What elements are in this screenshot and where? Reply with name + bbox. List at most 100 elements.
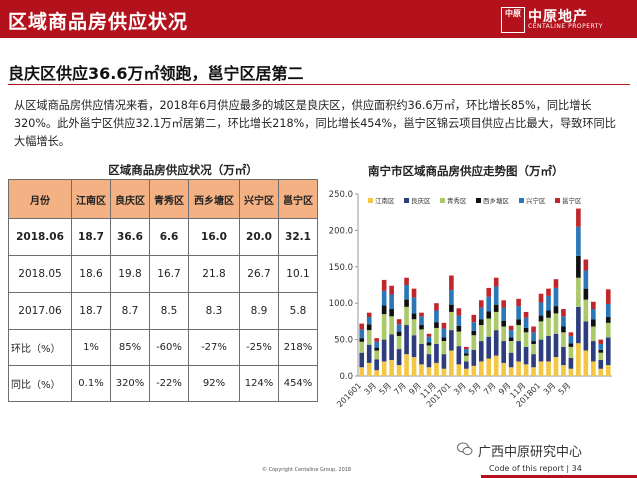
bar-segment xyxy=(396,365,402,376)
table-cell: 2018.06 xyxy=(8,218,72,256)
col-header-yongning: 邕宁区 xyxy=(278,179,318,219)
bar-segment xyxy=(546,310,551,318)
x-tick-label: 7月 xyxy=(482,381,498,397)
bar-segment xyxy=(538,293,544,303)
table-cell: -27% xyxy=(188,329,240,366)
bar-segment xyxy=(374,347,379,351)
bar-segment xyxy=(478,319,484,326)
bar-segment xyxy=(568,346,574,358)
table-cell: 454% xyxy=(278,365,318,402)
y-tick-label: 50.0 xyxy=(334,336,353,346)
table-cell: 6.6 xyxy=(149,218,189,256)
bar-segment xyxy=(523,346,529,365)
bar-segment xyxy=(486,296,492,312)
bar-segment xyxy=(531,354,536,368)
footer-page-code: Code of this report | 34 xyxy=(489,464,582,473)
page-title: 区域商品房供应状况 xyxy=(8,11,189,33)
bar-segment xyxy=(359,323,365,330)
x-tick-label: 5月 xyxy=(467,381,483,397)
bar-segment xyxy=(426,367,432,376)
table-cell: 10.1 xyxy=(278,255,318,293)
bar-segment xyxy=(538,315,544,322)
bar-segment xyxy=(449,330,454,351)
y-tick-label: 150.0 xyxy=(329,263,353,273)
table-cell: 16.7 xyxy=(149,255,189,293)
supply-table: 月份 江南区 良庆区 青秀区 西乡塘区 兴宁区 邕宁区 2018.06 18.7… xyxy=(8,179,318,402)
bar-segment xyxy=(381,290,387,306)
bar-segment xyxy=(605,322,611,338)
bar-segment xyxy=(359,338,365,342)
table-cell: 1% xyxy=(71,329,111,366)
y-tick-label: 100.0 xyxy=(329,299,353,309)
bar-segment xyxy=(493,355,499,376)
bar-segment xyxy=(501,362,506,376)
bar-segment xyxy=(434,322,439,328)
bar-segment xyxy=(366,317,372,325)
bar-segment xyxy=(464,368,469,376)
bar-segment xyxy=(523,364,529,376)
table-cell: 218% xyxy=(278,329,318,366)
x-tick-label: 7月 xyxy=(392,381,408,397)
x-tick-label: 201601 xyxy=(335,381,363,409)
table-cell: 20.0 xyxy=(239,218,279,256)
legend-label: 良庆区 xyxy=(411,196,431,205)
bar-segment xyxy=(493,304,499,312)
bar-segment xyxy=(389,334,394,360)
bar-segment xyxy=(456,364,462,376)
bar-segment xyxy=(546,361,551,376)
bar-segment xyxy=(583,270,589,289)
bar-segment xyxy=(396,335,402,350)
bar-segment xyxy=(381,361,387,376)
bar-segment xyxy=(381,339,387,362)
bar-segment xyxy=(546,288,551,296)
bar-segment xyxy=(546,317,551,336)
bar-segment xyxy=(411,288,417,298)
bar-segment xyxy=(561,326,566,333)
table-cell: 124% xyxy=(239,365,279,402)
bar-segment xyxy=(576,255,581,278)
bar-segment xyxy=(426,333,432,337)
bar-segment xyxy=(523,311,529,318)
bar-segment xyxy=(419,364,424,376)
summary-paragraph: 从区域商品房供应情况来看，2018年6月供应最多的城区是良庆区，供应面积约36.… xyxy=(14,99,616,148)
bar-segment xyxy=(516,361,521,376)
legend-swatch xyxy=(404,198,409,203)
bar-segment xyxy=(411,357,417,376)
bar-segment xyxy=(501,307,506,321)
bar-segment xyxy=(538,302,544,316)
table-cell: 5.8 xyxy=(278,292,318,330)
bar-segment xyxy=(531,343,536,355)
y-tick-label: 0.0 xyxy=(339,372,353,382)
table-cell: 92% xyxy=(188,365,240,402)
table-cell: 8.3 xyxy=(188,292,240,330)
bar-segment xyxy=(389,309,394,317)
bar-segment xyxy=(553,357,559,376)
bar-segment xyxy=(374,341,379,348)
bar-segment xyxy=(464,346,469,350)
table-row: 同比（%） 0.1% 320% -22% 92% 124% 454% xyxy=(8,365,318,402)
legend-swatch xyxy=(476,198,481,203)
table-row: 2018.05 18.6 19.8 16.7 21.8 26.7 10.1 xyxy=(8,255,318,293)
bar-segment xyxy=(553,279,559,288)
bar-segment xyxy=(516,341,521,362)
bar-segment xyxy=(411,335,417,358)
bar-segment xyxy=(426,342,432,346)
bar-segment xyxy=(523,327,529,333)
bar-segment xyxy=(441,341,447,355)
x-tick-label: 5月 xyxy=(557,381,573,397)
centaline-logo: 中原 中原地产 CENTALINE PROPERTY xyxy=(501,6,619,34)
bar-segment xyxy=(441,354,447,369)
bar-segment xyxy=(404,325,409,355)
bar-segment xyxy=(501,341,506,363)
table-row: 2017.06 18.7 8.7 8.5 8.3 8.9 5.8 xyxy=(8,292,318,330)
col-header-month: 月份 xyxy=(8,179,72,219)
bar-segment xyxy=(531,326,536,333)
bar-segment xyxy=(441,328,447,338)
bar-segment xyxy=(404,354,409,376)
watermark-text: 广西中原研究中心 xyxy=(478,445,583,460)
table-cell: 21.8 xyxy=(188,255,240,293)
table-cell: -22% xyxy=(149,365,189,402)
col-header-liangqing: 良庆区 xyxy=(110,179,150,219)
bar-segment xyxy=(419,343,424,365)
bar-segment xyxy=(568,343,574,347)
